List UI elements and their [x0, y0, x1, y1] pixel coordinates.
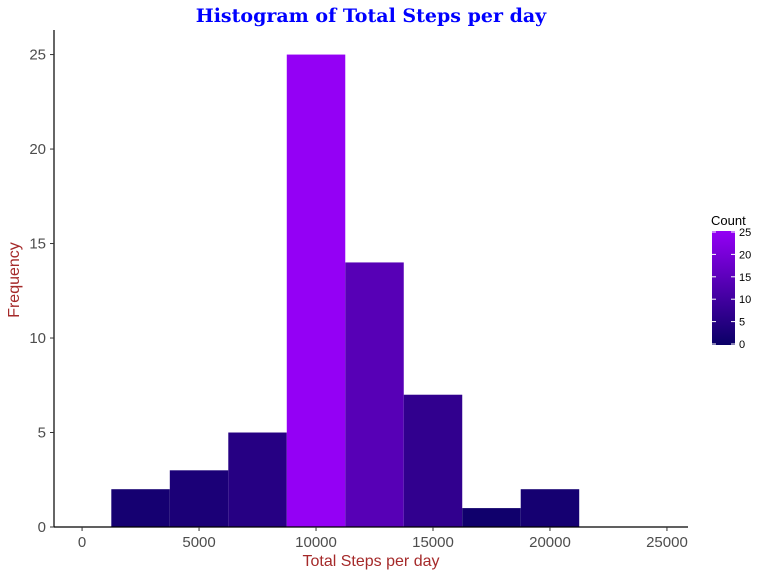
x-axis-ticks: 0 5000 10000 15000 20000 25000	[78, 527, 688, 551]
chart-title: Histogram of Total Steps per day	[196, 5, 547, 27]
legend-colorbar	[712, 231, 735, 345]
histogram-bars	[111, 54, 580, 528]
x-tick-label: 5000	[182, 534, 215, 551]
histogram-bar	[111, 489, 170, 527]
y-axis-ticks: 0 5 10 15 20 25	[29, 47, 54, 536]
histogram-bar	[228, 432, 287, 527]
y-axis-title: Frequency	[6, 242, 23, 318]
histogram-bar	[462, 508, 521, 527]
legend-tick-label: 25	[739, 227, 751, 239]
histogram-bar	[169, 470, 229, 527]
x-tick-label: 0	[78, 534, 86, 551]
x-tick-label: 20000	[529, 534, 571, 551]
legend-tick-label: 20	[739, 249, 751, 261]
legend-tick-label: 5	[739, 317, 745, 329]
legend-title: Count	[711, 213, 746, 228]
y-tick-label: 20	[29, 141, 46, 158]
x-tick-label: 25000	[646, 534, 688, 551]
legend-tick-label: 10	[739, 294, 751, 306]
histogram-bar	[520, 489, 580, 527]
x-tick-label: 10000	[295, 534, 337, 551]
y-tick-label: 15	[29, 236, 46, 253]
x-tick-label: 15000	[412, 534, 454, 551]
y-tick-label: 25	[29, 47, 46, 64]
y-tick-label: 10	[29, 330, 46, 347]
legend-tick-label: 0	[739, 339, 745, 351]
histogram-bar	[403, 394, 463, 527]
y-tick-label: 5	[38, 425, 46, 442]
histogram-bar	[345, 262, 404, 527]
x-axis-title: Total Steps per day	[303, 553, 440, 570]
y-tick-label: 0	[38, 519, 46, 536]
histogram-bar	[286, 54, 346, 528]
color-legend: Count 0 5 10 15 20 25	[711, 213, 751, 351]
legend-ticks: 0 5 10 15 20 25	[712, 227, 751, 351]
legend-tick-label: 15	[739, 272, 751, 284]
